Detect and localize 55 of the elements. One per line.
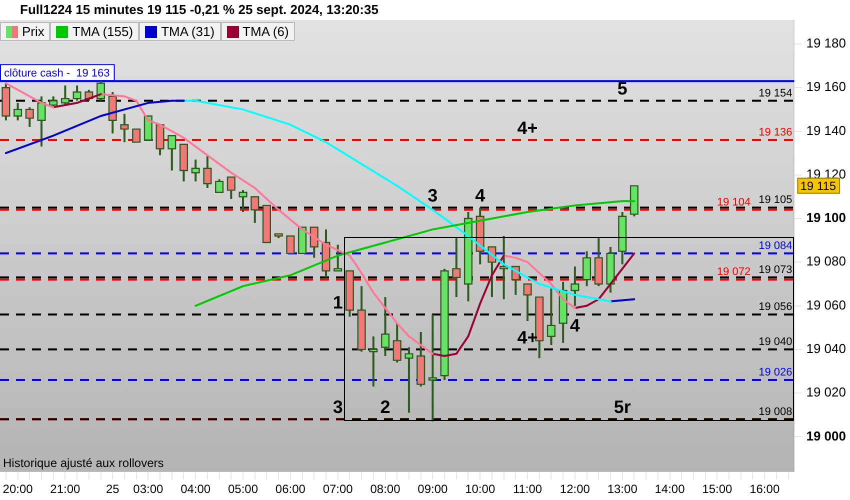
- ref-line-label: 19 073: [758, 264, 792, 276]
- x-tick-label: 11:00: [512, 482, 542, 496]
- annotation: Historique ajusté aux rollovers: [3, 456, 164, 470]
- ref-line-label: 19 084: [758, 240, 792, 252]
- x-tick-label: 15:00: [702, 482, 733, 496]
- legend-label: TMA (31): [161, 24, 215, 39]
- annotation: 3: [428, 186, 438, 206]
- ref-line-label: 19 040: [758, 336, 792, 348]
- x-tick-label: 20:00: [2, 482, 34, 496]
- y-tick-label: 19 140: [806, 122, 846, 138]
- annotation: 5r: [614, 397, 631, 418]
- ref-line-label: 19 136: [758, 126, 792, 139]
- x-tick-label: 05:00: [228, 482, 258, 496]
- ref-line-label: 19 026: [758, 366, 792, 378]
- y-tick-label: 19 180: [806, 36, 846, 51]
- y-tick-label: 19 100: [806, 210, 846, 226]
- legend-label: TMA (155): [72, 24, 134, 39]
- x-tick-label: 13:00: [607, 482, 638, 496]
- x-tick-label: 03:00: [133, 482, 164, 496]
- x-tick-label: 06:00: [275, 482, 306, 496]
- ref-line-label: 19 072: [716, 266, 751, 278]
- x-tick-label: 04:00: [180, 482, 211, 496]
- legend-label: TMA (6): [242, 24, 289, 39]
- ref-line-label: 19 056: [758, 301, 792, 314]
- annotation: 19 115: [800, 179, 836, 194]
- x-tick-label: 21:00: [50, 482, 81, 496]
- annotation: 4: [570, 315, 580, 336]
- annotation: 4+: [517, 118, 538, 138]
- x-tick-label: 09:00: [418, 482, 448, 496]
- y-tick-label: 19 040: [806, 341, 846, 356]
- legend-label: Prix: [22, 24, 44, 39]
- x-tick-label: 10:00: [465, 482, 496, 496]
- x-tick-label: 16:00: [750, 482, 780, 496]
- ref-line-label: 19 154: [758, 87, 792, 100]
- x-tick-label: 14:00: [654, 482, 686, 496]
- x-tick-label: 08:00: [370, 482, 401, 496]
- annotation: 4+: [517, 327, 538, 348]
- y-tick-label: 19 080: [806, 254, 846, 269]
- annotation: 2: [380, 397, 390, 418]
- annotation: 5: [617, 78, 628, 99]
- x-tick-label: 12:00: [560, 482, 590, 496]
- ref-line-label: 19 008: [758, 406, 792, 418]
- annotation: 4: [475, 186, 486, 206]
- annotation: 1: [332, 292, 343, 312]
- y-tick-label: 19 000: [806, 428, 846, 444]
- x-tick-label: 07:00: [322, 482, 354, 496]
- chart-title: Full1224 15 minutes 19 115 -0,21 % 25 sept. 2024, 13:20:35: [20, 2, 378, 17]
- ref-line-label: clôture cash - 19 163: [4, 68, 110, 80]
- y-tick-label: 19 020: [806, 384, 846, 400]
- annotation: 3: [332, 397, 343, 418]
- x-tick-label: 25: [106, 482, 120, 496]
- ref-line-label: 19 105: [758, 194, 792, 206]
- y-tick-label: 19 160: [806, 79, 846, 94]
- ref-line-label: 19 104: [716, 196, 751, 208]
- y-tick-label: 19 060: [806, 297, 846, 312]
